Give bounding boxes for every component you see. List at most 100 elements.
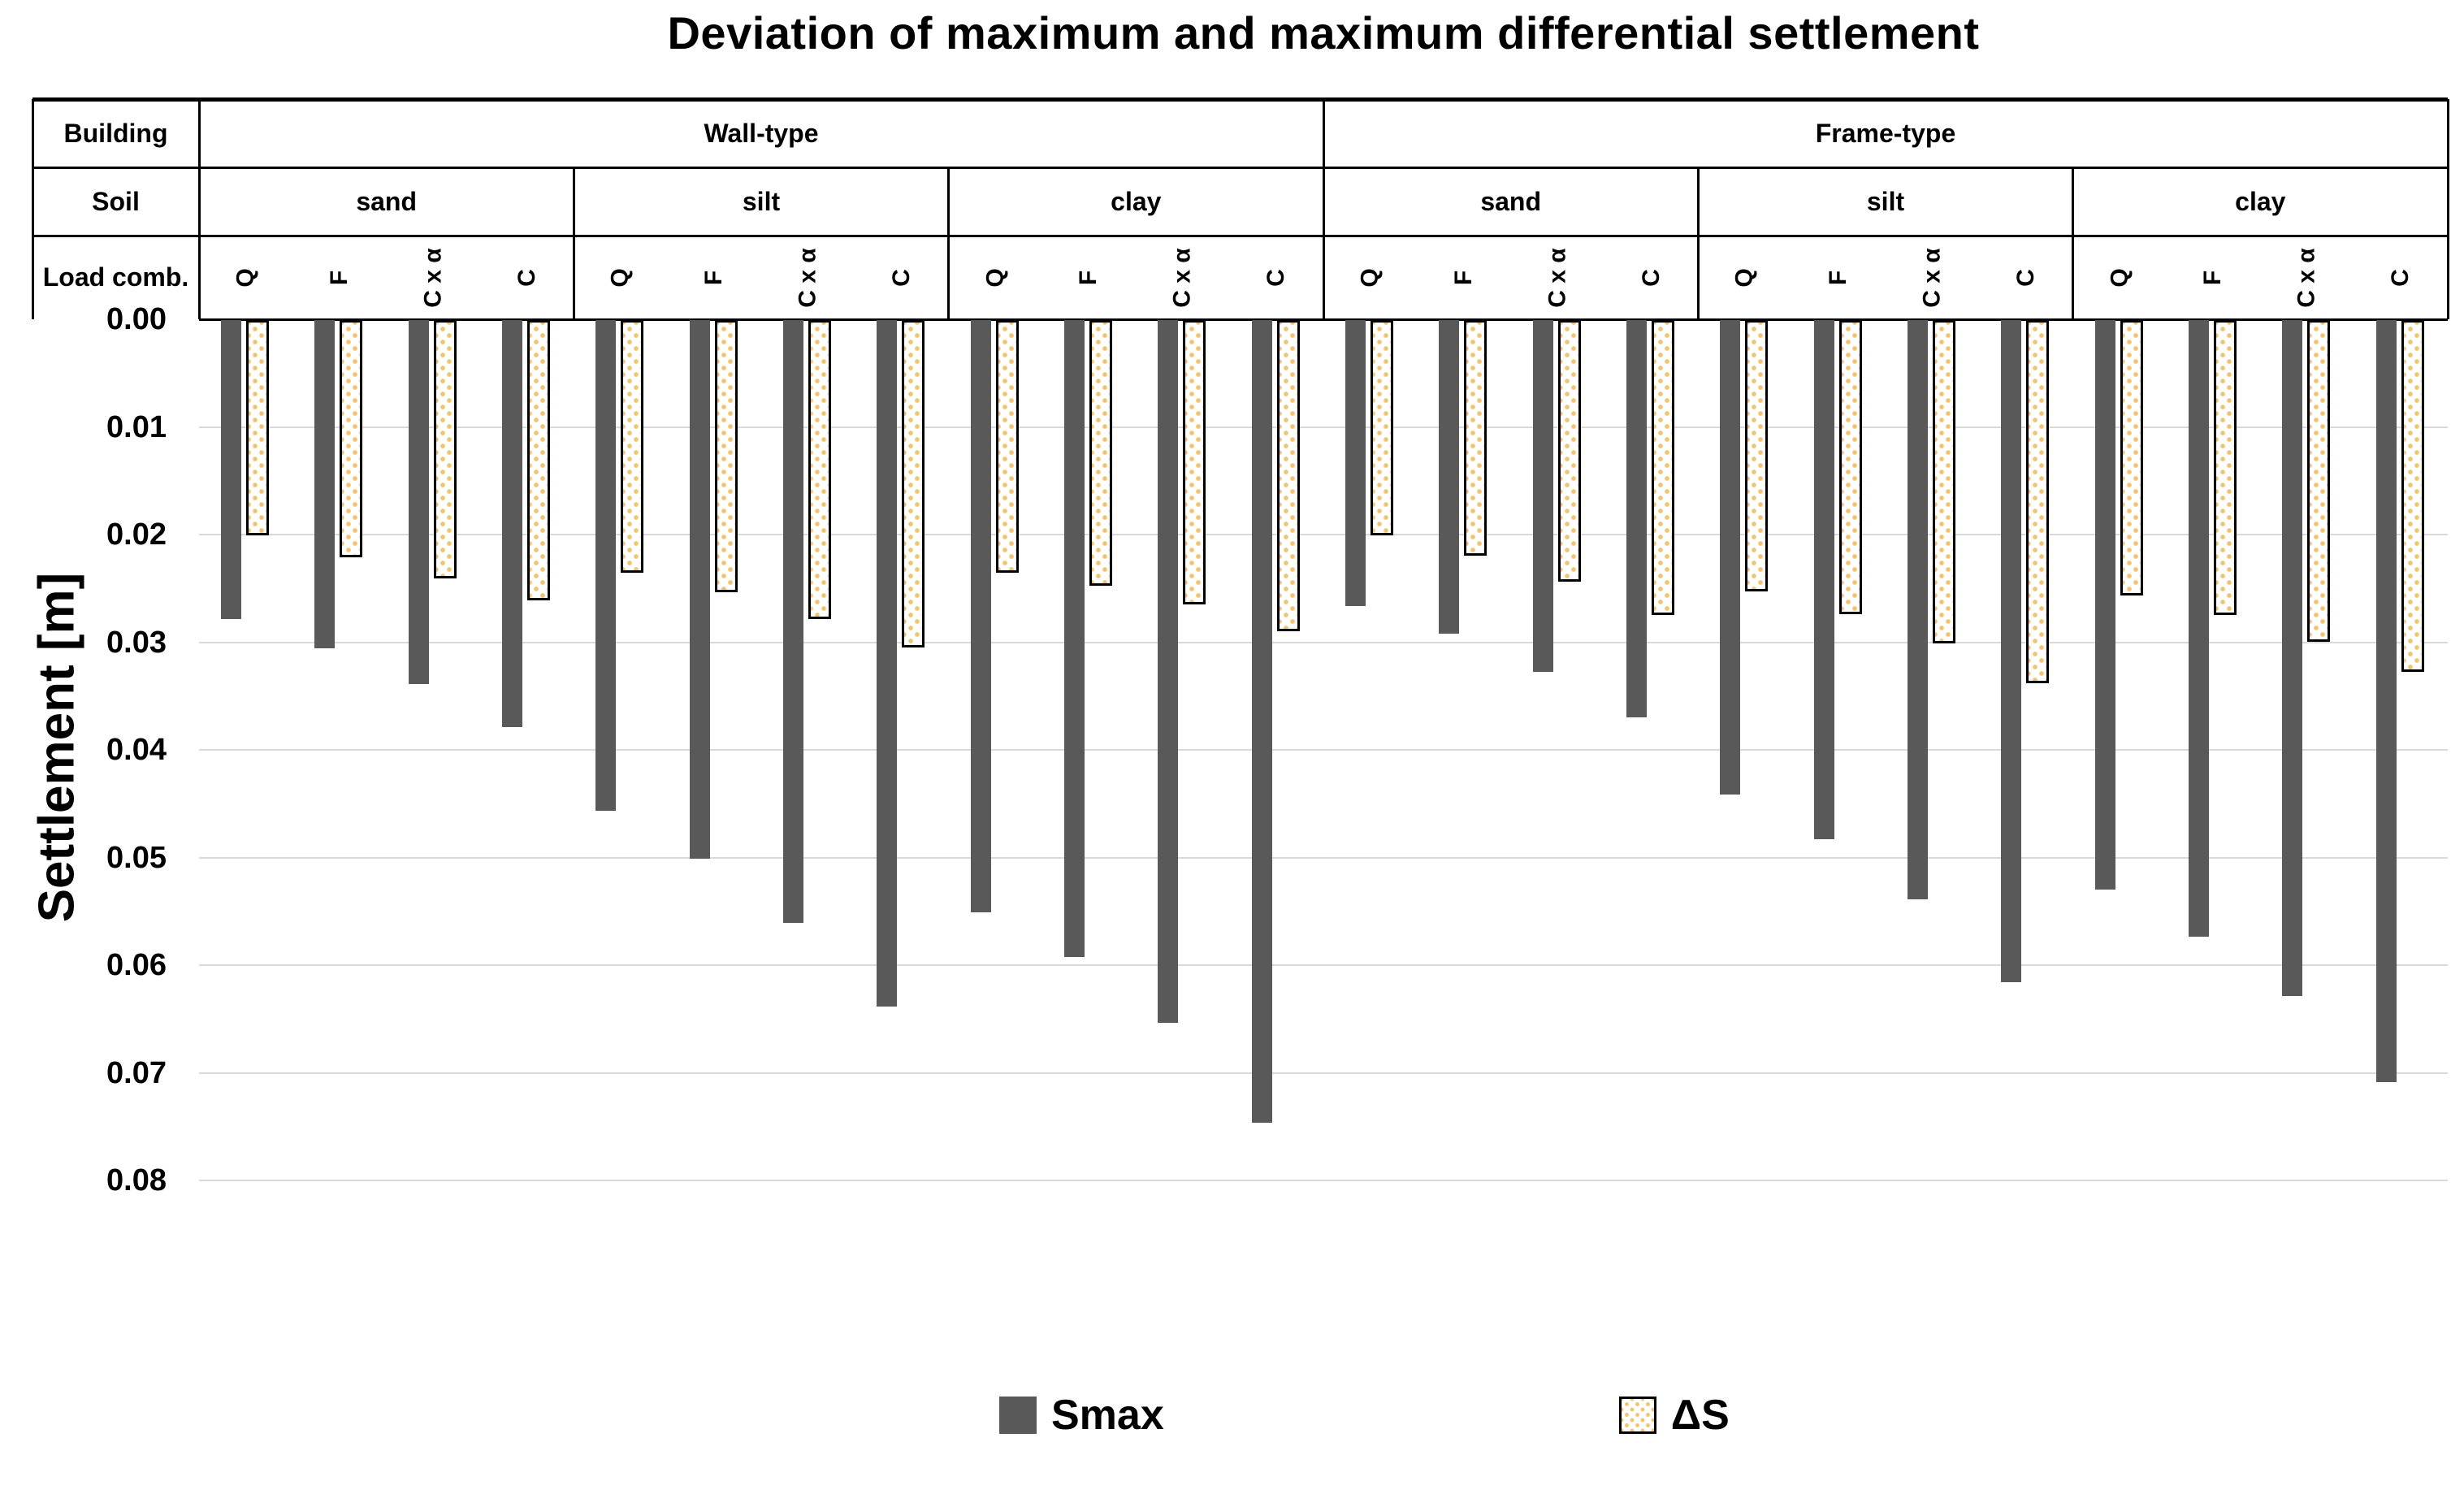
load-comb-label: C x α <box>794 247 821 308</box>
bar-delta-s <box>2401 320 2424 673</box>
building-cell-frame-type: Frame-type <box>1815 118 1956 148</box>
bar-smax <box>1813 320 1834 839</box>
gridline-0.08 <box>199 1180 2448 1181</box>
load-comb-label: Q <box>1731 267 1758 288</box>
y-tick-label: 0.05 <box>106 840 167 875</box>
bar-delta-s <box>995 320 1019 574</box>
load-comb-label: F <box>325 270 353 285</box>
soil-load-border <box>32 234 2448 237</box>
axis-zero-line <box>199 318 2448 321</box>
bar-delta-s <box>527 320 550 600</box>
bar-delta-s <box>1838 320 1862 614</box>
soil-divider <box>947 167 951 319</box>
bar-delta-s <box>1464 320 1487 556</box>
load-comb-label: Q <box>2106 267 2133 288</box>
row-header-building: Building <box>63 118 168 148</box>
header-column-divider <box>197 99 201 319</box>
gridline-0.05 <box>199 856 2448 859</box>
bar-delta-s <box>808 320 831 620</box>
bar-delta-s <box>1371 320 1393 535</box>
smax-swatch-icon <box>999 1397 1037 1434</box>
load-comb-label: C <box>1637 268 1665 287</box>
soil-divider <box>2072 167 2075 319</box>
y-tick-label: 0.00 <box>106 302 167 336</box>
bar-delta-s <box>1276 320 1300 631</box>
y-tick-label: 0.03 <box>106 625 167 660</box>
bar-delta-s <box>2120 320 2143 596</box>
bar-smax <box>595 320 617 812</box>
load-comb-label: Q <box>1356 267 1384 288</box>
bar-delta-s <box>1652 320 1674 616</box>
table-right-border <box>2446 99 2449 319</box>
legend-label: Smax <box>1051 1392 1164 1439</box>
bar-smax <box>2094 320 2115 890</box>
soil-cell-wall-sand: sand <box>356 186 417 216</box>
bar-delta-s <box>1089 320 1112 587</box>
bar-smax <box>2375 320 2397 1083</box>
building-soil-border <box>32 166 2448 169</box>
gridline-0.07 <box>199 1072 2448 1074</box>
bar-smax <box>1439 320 1460 634</box>
bar-delta-s <box>1183 320 1206 604</box>
gridline-0.03 <box>199 641 2448 643</box>
bar-smax <box>1158 320 1179 1024</box>
legend-label: ΔS <box>1670 1392 1730 1439</box>
legend-item-smax: Smax <box>999 1391 1164 1440</box>
load-comb-label: F <box>2199 270 2227 285</box>
bar-delta-s <box>340 320 363 557</box>
load-comb-label: Q <box>232 267 259 288</box>
bar-delta-s <box>902 320 925 647</box>
load-comb-label: C <box>887 268 915 287</box>
bar-delta-s <box>1745 320 1769 591</box>
y-tick-label: 0.07 <box>106 1055 167 1090</box>
chart-title: Deviation of maximum and maximum differe… <box>667 7 1980 58</box>
y-tick-label: 0.02 <box>106 517 167 552</box>
load-comb-label: F <box>1825 270 1852 285</box>
y-tick-label: 0.08 <box>106 1163 167 1197</box>
legend-item-delta-s: ΔS <box>1618 1391 1730 1440</box>
bar-delta-s <box>246 320 269 535</box>
bar-delta-s <box>2214 320 2237 616</box>
bar-smax <box>1532 320 1553 673</box>
load-comb-label: Q <box>981 267 1009 288</box>
load-comb-label: C <box>2387 268 2414 287</box>
load-comb-label: C x α <box>1544 247 1571 308</box>
load-comb-label: F <box>1449 270 1477 285</box>
bar-smax <box>502 320 522 727</box>
bar-delta-s <box>621 320 644 574</box>
load-comb-label: F <box>700 270 728 285</box>
gridline-0.04 <box>199 749 2448 751</box>
bar-delta-s <box>433 320 457 578</box>
load-comb-label: C x α <box>1918 247 1946 308</box>
bar-delta-s <box>1557 320 1581 582</box>
soil-cell-frame-silt: silt <box>1866 186 1905 216</box>
building-cell-wall-type: Wall-type <box>704 118 819 148</box>
bar-smax <box>221 320 241 620</box>
bar-smax <box>877 320 898 1007</box>
bar-smax <box>1251 320 1272 1124</box>
gridline-0.02 <box>199 534 2448 535</box>
gridline-0.01 <box>199 426 2448 428</box>
row-header-load-comb-: Load comb. <box>42 262 189 292</box>
bar-delta-s <box>2307 320 2331 643</box>
load-comb-label: C x α <box>2293 247 2320 308</box>
bar-smax <box>408 320 429 684</box>
bar-delta-s <box>2026 320 2050 683</box>
y-tick-label: 0.06 <box>106 948 167 982</box>
bar-smax <box>1908 320 1928 899</box>
bar-smax <box>970 320 991 912</box>
bar-smax <box>2282 320 2303 997</box>
load-comb-label: C <box>1262 268 1290 287</box>
soil-cell-wall-clay: clay <box>1111 186 1162 216</box>
bar-delta-s <box>1933 320 1955 643</box>
bar-smax <box>689 320 710 859</box>
table-top-border <box>32 97 2448 102</box>
bar-smax <box>2001 320 2022 982</box>
load-comb-label: C <box>2011 268 2039 287</box>
bar-smax <box>1064 320 1085 958</box>
bar-smax <box>783 320 803 923</box>
bar-smax <box>314 320 336 649</box>
load-comb-label: F <box>1075 270 1102 285</box>
row-header-soil: Soil <box>92 186 140 216</box>
